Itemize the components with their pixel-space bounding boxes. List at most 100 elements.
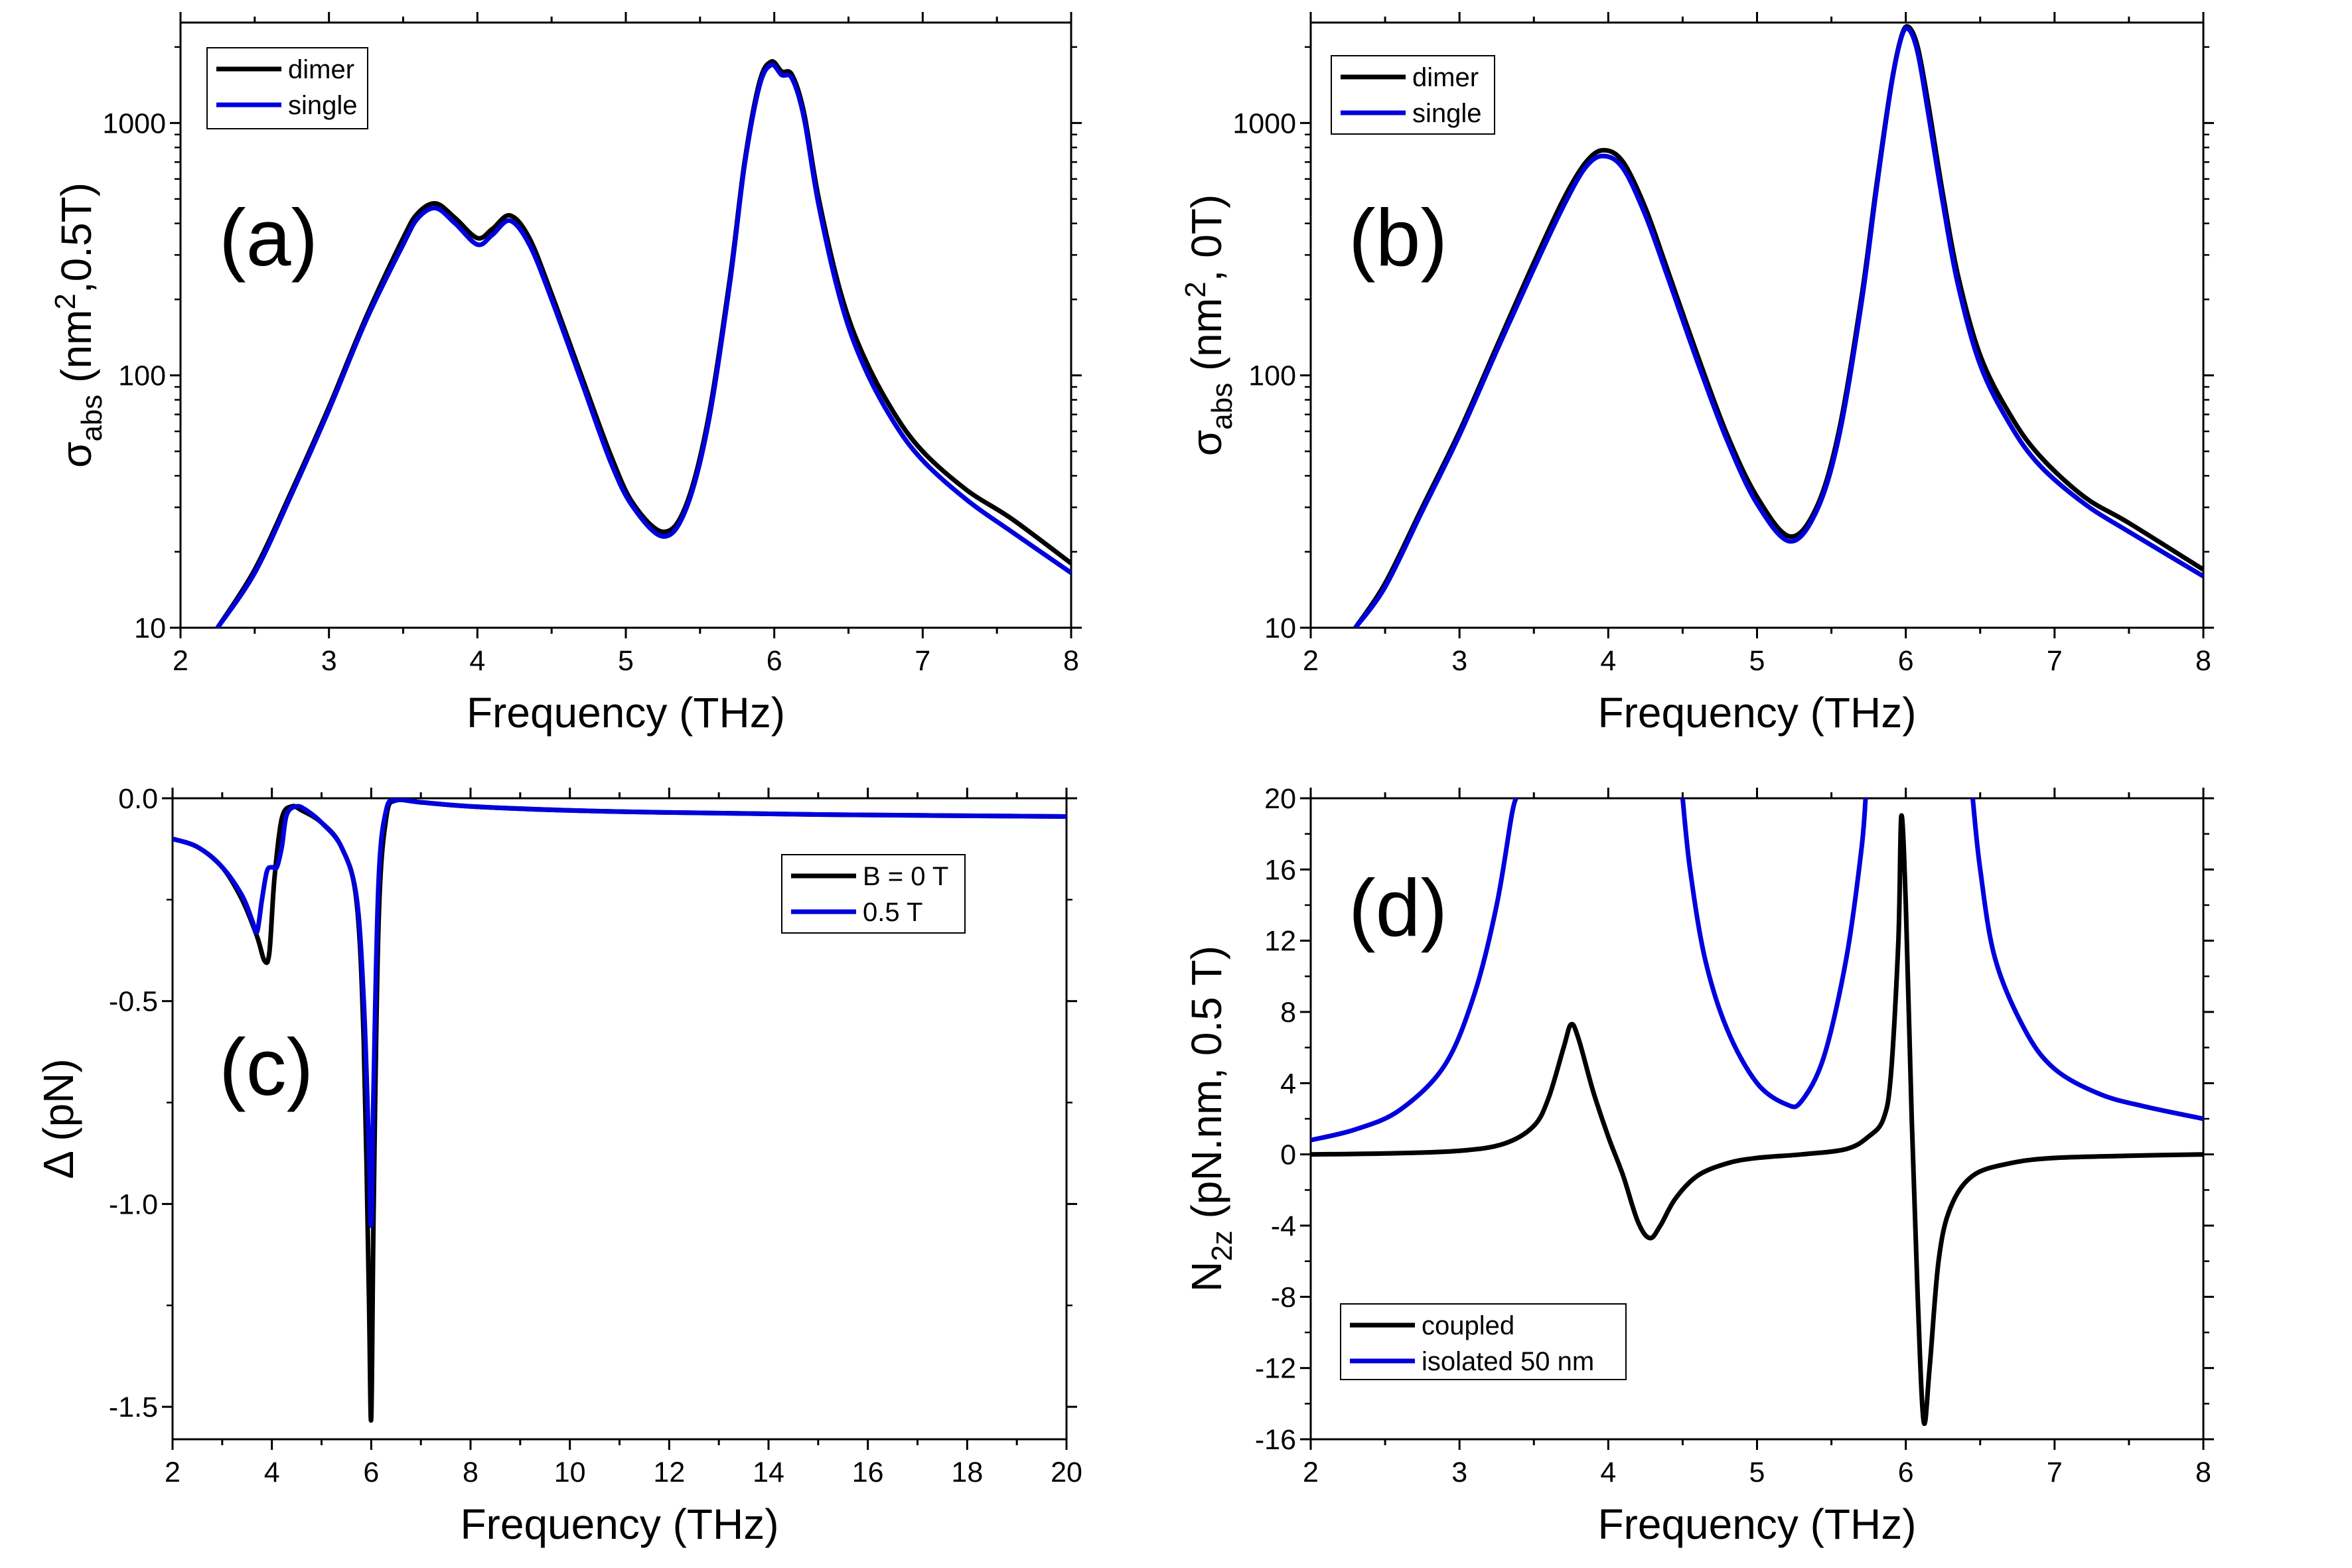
x-tick-label: 4 bbox=[264, 1457, 280, 1488]
y-label-sup: 2 bbox=[1179, 281, 1212, 297]
x-tick-label: 6 bbox=[1898, 1457, 1914, 1488]
y-label-sub: 2z bbox=[1206, 1230, 1238, 1261]
legend-label: isolated 50 nm bbox=[1422, 1347, 1594, 1376]
legend: B = 0 T 0.5 T bbox=[781, 854, 966, 934]
series-line-coupled bbox=[1311, 813, 2203, 1426]
panel-c-chart: 2 4 6 8 10 12 14 16 18 20 -1.5 -1.0 -0.5 0.0 Frequency… bbox=[35, 783, 1082, 1548]
legend-box bbox=[1331, 55, 1495, 135]
y-label-rest: ,0.5T) bbox=[52, 182, 100, 293]
y-tick-label: 0.0 bbox=[118, 783, 158, 815]
y-axis-label: σabs (nm2, 0T) bbox=[1179, 194, 1238, 457]
x-axis-label: Frequency (THz) bbox=[460, 1500, 778, 1548]
legend-label: coupled bbox=[1422, 1311, 1514, 1340]
y-label-base: N bbox=[1183, 1261, 1230, 1292]
x-tick-label: 3 bbox=[321, 645, 337, 677]
x-tick-label: 16 bbox=[852, 1457, 884, 1488]
y-tick-label: -0.5 bbox=[109, 986, 158, 1018]
x-tick-label: 10 bbox=[554, 1457, 586, 1488]
y-label-part: (nm bbox=[52, 310, 100, 395]
x-tick-label: 5 bbox=[618, 645, 634, 677]
legend-box bbox=[206, 47, 368, 129]
y-tick-label: -12 bbox=[1255, 1353, 1296, 1385]
y-tick-label: 100 bbox=[1248, 360, 1296, 392]
legend: coupled isolated 50 nm bbox=[1340, 1303, 1627, 1380]
legend-box bbox=[1340, 1303, 1627, 1380]
series-group bbox=[1353, 24, 2203, 628]
y-tick-label: 10 bbox=[134, 612, 166, 644]
y-label-sup: 2 bbox=[49, 293, 82, 309]
y-tick-label: 0 bbox=[1280, 1139, 1296, 1171]
x-tick-label: 14 bbox=[753, 1457, 784, 1488]
panel-label: (b) bbox=[1349, 192, 1447, 283]
y-tick-label: 8 bbox=[1280, 997, 1296, 1029]
legend-label: dimer bbox=[288, 55, 354, 84]
x-tick-label: 6 bbox=[767, 645, 782, 677]
y-tick-label: -8 bbox=[1271, 1281, 1296, 1313]
y-tick-label: 12 bbox=[1264, 926, 1296, 958]
y-label-part: (pN.nm, 0.5 T) bbox=[1183, 946, 1230, 1230]
x-tick-label: 4 bbox=[1600, 1457, 1616, 1488]
y-tick-label: 1000 bbox=[1232, 107, 1296, 139]
y-tick-label: -1.0 bbox=[109, 1188, 158, 1220]
x-tick-label: 8 bbox=[1063, 645, 1079, 677]
legend-label: 0.5 T bbox=[863, 898, 922, 927]
series-group bbox=[215, 59, 1071, 628]
y-tick-label: -1.5 bbox=[109, 1391, 158, 1423]
panel-label: (d) bbox=[1349, 863, 1447, 953]
legend: dimer single bbox=[1331, 55, 1495, 135]
x-tick-label: 3 bbox=[1451, 1457, 1467, 1488]
series-group bbox=[1311, 798, 2203, 1426]
panel-label: (a) bbox=[219, 192, 318, 283]
x-tick-label: 2 bbox=[1303, 1457, 1319, 1488]
x-tick-label: 7 bbox=[915, 645, 930, 677]
x-tick-label: 3 bbox=[1451, 645, 1467, 677]
legend-label: single bbox=[288, 91, 358, 120]
series-line-isolated-50-nm bbox=[1311, 798, 2203, 1143]
x-tick-label: 20 bbox=[1051, 1457, 1082, 1488]
x-tick-label: 2 bbox=[1303, 645, 1319, 677]
y-label-base: σ bbox=[52, 442, 100, 468]
x-tick-label: 8 bbox=[463, 1457, 478, 1488]
x-tick-label: 4 bbox=[469, 645, 485, 677]
series-line-single bbox=[215, 62, 1071, 628]
x-tick-label: 8 bbox=[2195, 1457, 2211, 1488]
x-tick-label: 8 bbox=[2195, 645, 2211, 677]
x-tick-label: 7 bbox=[2047, 645, 2063, 677]
y-label-sub: abs bbox=[76, 395, 108, 442]
legend-label: dimer bbox=[1412, 63, 1479, 92]
y-label-part: (nm bbox=[1183, 298, 1230, 383]
legend-box bbox=[781, 854, 966, 934]
x-tick-label: 4 bbox=[1600, 645, 1616, 677]
legend: dimer single bbox=[206, 47, 368, 129]
legend-label: single bbox=[1412, 99, 1482, 128]
y-label-rest: , 0T) bbox=[1183, 194, 1230, 282]
y-tick-label: 10 bbox=[1264, 612, 1296, 644]
series-line-single bbox=[1353, 25, 2203, 628]
y-tick-label: 100 bbox=[118, 360, 166, 392]
x-tick-label: 5 bbox=[1749, 645, 1765, 677]
x-axis-label: Frequency (THz) bbox=[1597, 1500, 1916, 1548]
panel-label: (c) bbox=[219, 1022, 313, 1112]
y-tick-label: 4 bbox=[1280, 1068, 1296, 1100]
y-label-base: σ bbox=[1183, 430, 1230, 457]
y-axis-label: N2z (pN.nm, 0.5 T) bbox=[1183, 946, 1238, 1292]
y-tick-label: 1000 bbox=[102, 107, 166, 139]
x-axis-label: Frequency (THz) bbox=[467, 689, 785, 737]
x-tick-label: 2 bbox=[173, 645, 188, 677]
y-axis-label: Δ (pN) bbox=[35, 1058, 82, 1178]
y-label-sub: abs bbox=[1206, 383, 1238, 430]
series-line-dimer bbox=[215, 59, 1071, 628]
series-line-0-5-t bbox=[173, 798, 1066, 1228]
x-tick-label: 18 bbox=[951, 1457, 983, 1488]
y-tick-label: -16 bbox=[1255, 1424, 1296, 1456]
x-tick-label: 7 bbox=[2047, 1457, 2063, 1488]
x-tick-label: 6 bbox=[1898, 645, 1914, 677]
series-group bbox=[173, 798, 1066, 1423]
x-axis-label: Frequency (THz) bbox=[1597, 689, 1916, 737]
y-axis-label: σabs (nm2,0.5T) bbox=[49, 182, 108, 468]
y-tick-label: 16 bbox=[1264, 854, 1296, 886]
y-tick-label: 20 bbox=[1264, 783, 1296, 815]
